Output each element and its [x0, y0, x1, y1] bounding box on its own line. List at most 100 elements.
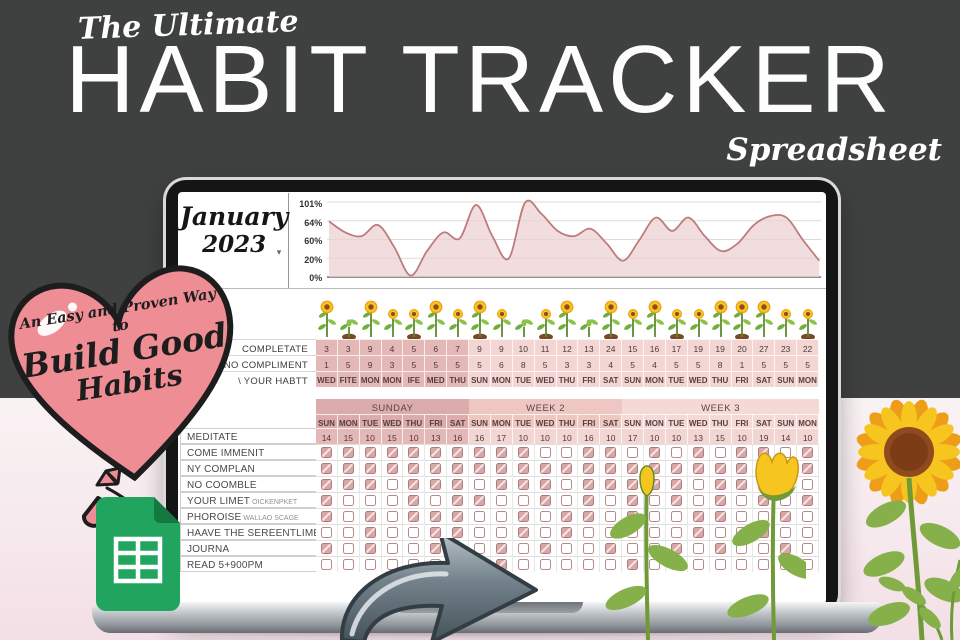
habit-checkbox[interactable]	[539, 463, 551, 474]
habit-checkbox[interactable]	[692, 543, 704, 554]
count-cell[interactable]: 3	[578, 355, 601, 371]
habit-checkbox[interactable]	[561, 543, 573, 554]
habit-checkbox[interactable]	[430, 495, 442, 506]
habit-checkbox[interactable]	[714, 511, 726, 522]
habit-checkbox[interactable]	[386, 511, 398, 522]
count-cell[interactable]: 4	[644, 355, 666, 371]
habit-checkbox[interactable]	[342, 511, 354, 522]
count-cell[interactable]: 22	[797, 339, 819, 355]
day-cell[interactable]: WED	[687, 371, 710, 387]
count-cell[interactable]: 3	[381, 355, 404, 371]
habit-checkbox[interactable]	[386, 447, 398, 458]
habit-checkbox[interactable]	[670, 479, 682, 490]
habit-checkbox[interactable]	[495, 479, 507, 490]
habit-checkbox[interactable]	[474, 463, 486, 474]
day-cell[interactable]: MON	[644, 371, 666, 387]
habit-checkbox[interactable]	[802, 447, 814, 458]
count-cell[interactable]: 5	[534, 355, 557, 371]
habit-checkbox[interactable]	[736, 559, 748, 570]
day-cell[interactable]: SUN	[775, 371, 798, 387]
streak-count-cell[interactable]: 10	[534, 428, 557, 444]
count-cell[interactable]: 5	[665, 355, 688, 371]
habit-checkbox[interactable]	[714, 543, 726, 554]
habit-checkbox[interactable]	[474, 447, 486, 458]
habit-checkbox[interactable]	[517, 527, 529, 538]
habit-checkbox[interactable]	[539, 511, 551, 522]
streak-count-cell[interactable]: 10	[797, 428, 819, 444]
habit-checkbox[interactable]	[342, 479, 354, 490]
count-cell[interactable]: 19	[687, 339, 710, 355]
habit-checkbox[interactable]	[802, 543, 814, 554]
day-cell[interactable]: THU	[447, 371, 470, 387]
streak-count-cell[interactable]: 16	[469, 428, 491, 444]
habit-checkbox[interactable]	[802, 495, 814, 506]
day-cell[interactable]: MON	[359, 371, 382, 387]
habit-checkbox[interactable]	[320, 479, 332, 490]
habit-checkbox[interactable]	[386, 479, 398, 490]
habit-checkbox[interactable]	[495, 543, 507, 554]
habit-checkbox[interactable]	[452, 527, 464, 538]
count-cell[interactable]: 1	[316, 355, 338, 371]
habit-checkbox[interactable]	[714, 495, 726, 506]
habit-checkbox[interactable]	[539, 447, 551, 458]
habit-checkbox[interactable]	[714, 479, 726, 490]
habit-checkbox[interactable]	[648, 447, 660, 458]
count-cell[interactable]: 5	[775, 355, 798, 371]
habit-checkbox[interactable]	[364, 495, 376, 506]
habit-checkbox[interactable]	[692, 511, 704, 522]
count-cell[interactable]: 7	[447, 339, 470, 355]
habit-checkbox[interactable]	[342, 495, 354, 506]
count-cell[interactable]: 10	[512, 339, 535, 355]
habit-checkbox[interactable]	[364, 479, 376, 490]
habit-checkbox[interactable]	[517, 495, 529, 506]
habit-checkbox[interactable]	[539, 527, 551, 538]
habit-checkbox[interactable]	[495, 511, 507, 522]
day-cell[interactable]: THU	[556, 371, 579, 387]
count-cell[interactable]: 1	[731, 355, 754, 371]
habit-checkbox[interactable]	[495, 463, 507, 474]
count-cell[interactable]: 9	[469, 339, 491, 355]
streak-count-cell[interactable]: 15	[337, 428, 360, 444]
habit-checkbox[interactable]	[714, 463, 726, 474]
count-cell[interactable]: 27	[753, 339, 776, 355]
habit-checkbox[interactable]	[517, 463, 529, 474]
habit-checkbox[interactable]	[583, 559, 595, 570]
day-cell[interactable]: MED	[425, 371, 448, 387]
count-cell[interactable]: 5	[403, 355, 426, 371]
streak-count-cell[interactable]: 10	[512, 428, 535, 444]
habit-checkbox[interactable]	[692, 559, 704, 570]
habit-checkbox[interactable]	[430, 511, 442, 522]
habit-checkbox[interactable]	[408, 479, 420, 490]
count-cell[interactable]: 11	[534, 339, 557, 355]
habit-checkbox[interactable]	[780, 511, 792, 522]
habit-checkbox[interactable]	[714, 447, 726, 458]
count-cell[interactable]: 16	[644, 339, 666, 355]
count-cell[interactable]: 20	[731, 339, 754, 355]
day-cell[interactable]: SAT	[753, 371, 776, 387]
habit-checkbox[interactable]	[802, 511, 814, 522]
count-cell[interactable]: 3	[337, 339, 360, 355]
habit-checkbox[interactable]	[605, 543, 617, 554]
streak-count-cell[interactable]: 14	[316, 428, 338, 444]
count-cell[interactable]: 5	[797, 355, 819, 371]
habit-checkbox[interactable]	[583, 447, 595, 458]
habit-checkbox[interactable]	[495, 447, 507, 458]
day-cell[interactable]: FRI	[578, 371, 601, 387]
day-cell[interactable]: WED	[316, 371, 338, 387]
habit-checkbox[interactable]	[539, 495, 551, 506]
count-cell[interactable]: 5	[687, 355, 710, 371]
month-selector[interactable]: January 2023 ▾	[180, 193, 290, 288]
habit-checkbox[interactable]	[474, 479, 486, 490]
habit-checkbox[interactable]	[736, 511, 748, 522]
habit-checkbox[interactable]	[802, 463, 814, 474]
habit-checkbox[interactable]	[517, 447, 529, 458]
habit-checkbox[interactable]	[539, 479, 551, 490]
habit-checkbox[interactable]	[364, 447, 376, 458]
habit-checkbox[interactable]	[561, 559, 573, 570]
habit-checkbox[interactable]	[692, 447, 704, 458]
streak-count-cell[interactable]: 10	[644, 428, 666, 444]
habit-checkbox[interactable]	[342, 447, 354, 458]
habit-checkbox[interactable]	[670, 527, 682, 538]
habit-checkbox[interactable]	[517, 543, 529, 554]
streak-count-cell[interactable]: 13	[425, 428, 448, 444]
